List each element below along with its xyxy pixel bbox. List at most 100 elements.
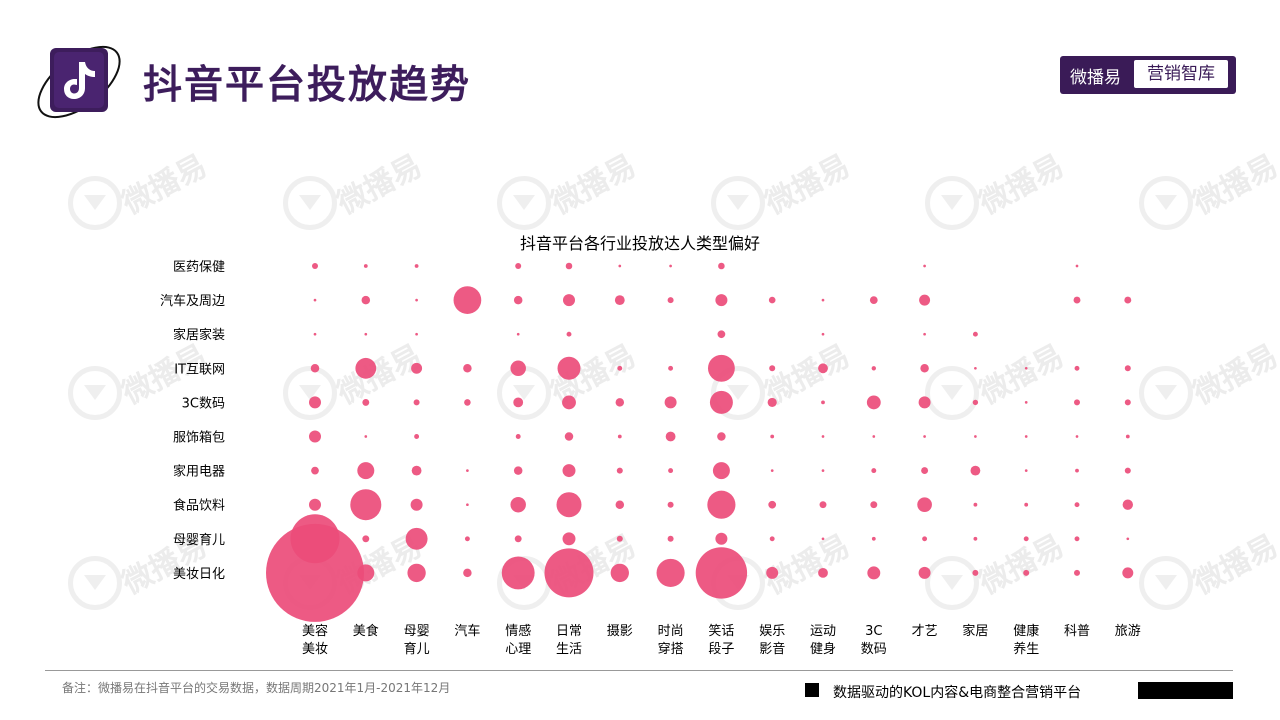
bubble <box>669 264 672 268</box>
bubble <box>918 396 931 409</box>
bubble <box>1024 401 1028 404</box>
x-tick-label: 养生 <box>1013 641 1039 657</box>
bubble <box>415 332 418 336</box>
y-tick-label: 美妆日化 <box>173 567 225 582</box>
footer-note: 备注：微播易在抖音平台的交易数据，数据周期2021年1月-2021年12月 <box>62 681 451 695</box>
watermark-logo-icon <box>1139 366 1193 420</box>
x-tick-label: 娱乐 <box>759 624 785 639</box>
bubble <box>769 365 776 372</box>
bubble <box>411 362 423 374</box>
bubble <box>921 467 929 475</box>
bubble <box>869 296 878 304</box>
bubble <box>614 295 625 305</box>
bubble <box>867 566 881 580</box>
bubble <box>466 469 469 472</box>
brand-subtitle: 营销智库 <box>1134 60 1228 88</box>
bubble <box>413 399 420 406</box>
x-tick-label: 段子 <box>708 642 734 657</box>
bubble <box>350 489 382 521</box>
bubble <box>712 462 730 480</box>
bubble <box>767 397 777 407</box>
bubble <box>309 430 321 443</box>
bubble <box>544 548 594 598</box>
x-tick-label: 穿搭 <box>658 641 684 657</box>
bubble <box>362 535 370 543</box>
bubble <box>515 434 521 439</box>
bubble <box>709 390 733 414</box>
y-tick-label: 家用电器 <box>173 464 225 480</box>
bubble <box>923 332 926 336</box>
bubble <box>717 432 726 441</box>
footer-divider <box>45 670 1233 671</box>
bubble <box>1075 468 1079 473</box>
bubble <box>923 264 926 268</box>
bubble <box>821 298 825 302</box>
x-tick-label: 美食 <box>353 623 379 639</box>
bubble <box>415 298 418 302</box>
bubble <box>266 523 364 622</box>
bubble <box>919 294 931 306</box>
bubble <box>695 547 748 599</box>
bubble <box>414 264 419 268</box>
bubble <box>768 500 777 509</box>
bubble <box>513 466 523 475</box>
bubble <box>1074 569 1080 576</box>
bubble <box>513 295 523 305</box>
bubble <box>870 501 878 509</box>
watermark-logo-icon <box>283 176 337 230</box>
bubble <box>355 357 377 379</box>
x-tick-label: 育儿 <box>404 641 430 657</box>
bubble <box>821 332 825 336</box>
watermark-logo-icon <box>1139 176 1193 230</box>
bubble <box>362 398 370 406</box>
bubble <box>1122 567 1134 579</box>
bubble <box>974 435 977 438</box>
bubble <box>309 396 321 409</box>
bubble <box>516 332 520 336</box>
bubble <box>464 399 471 406</box>
bubble <box>562 532 576 546</box>
bubble <box>414 434 420 439</box>
x-tick-label: 美容 <box>302 623 328 639</box>
bubble <box>819 501 827 509</box>
x-tick-label: 日常 <box>556 624 582 639</box>
x-tick-label: 运动 <box>810 624 836 639</box>
x-tick-label: 生活 <box>556 642 582 657</box>
y-tick-label: 医药保健 <box>173 260 225 275</box>
bubble <box>871 536 876 541</box>
watermark-logo-icon <box>711 366 765 420</box>
bubble <box>1024 435 1028 438</box>
bubble <box>821 400 825 405</box>
bubble <box>1073 296 1081 304</box>
chart-title: 抖音平台各行业投放达人类型偏好 <box>520 234 760 253</box>
bubble <box>717 330 726 339</box>
bubble <box>665 431 676 442</box>
bubble-chart: 抖音平台各行业投放达人类型偏好 医药保健汽车及周边家居家装IT互联网3C数码服饰… <box>160 234 1141 657</box>
x-tick-label: 健康 <box>1013 623 1039 639</box>
bubble <box>411 465 422 476</box>
bubble <box>972 569 979 576</box>
watermark-logo-icon <box>711 176 765 230</box>
bubble <box>770 469 774 472</box>
bubble <box>821 537 825 541</box>
bubble <box>361 295 371 305</box>
bubble <box>510 360 526 377</box>
bubble <box>707 490 736 519</box>
bubble <box>973 502 978 507</box>
bubble <box>563 294 575 307</box>
bubble <box>769 536 775 542</box>
bubble <box>410 498 423 511</box>
bubble <box>1124 467 1131 474</box>
page-title: 抖音平台投放趋势 <box>143 63 472 108</box>
watermark-logo-icon <box>1139 556 1193 610</box>
bubble <box>610 563 629 583</box>
bubble <box>918 566 931 579</box>
bubble <box>616 535 623 542</box>
bubble <box>821 469 825 472</box>
watermark-logo-icon <box>283 366 337 420</box>
y-tick-label: 家居家装 <box>173 327 225 343</box>
bubble <box>770 434 775 439</box>
watermark-logo-icon <box>68 556 122 610</box>
bubble <box>1124 296 1132 304</box>
bubble <box>715 532 728 545</box>
